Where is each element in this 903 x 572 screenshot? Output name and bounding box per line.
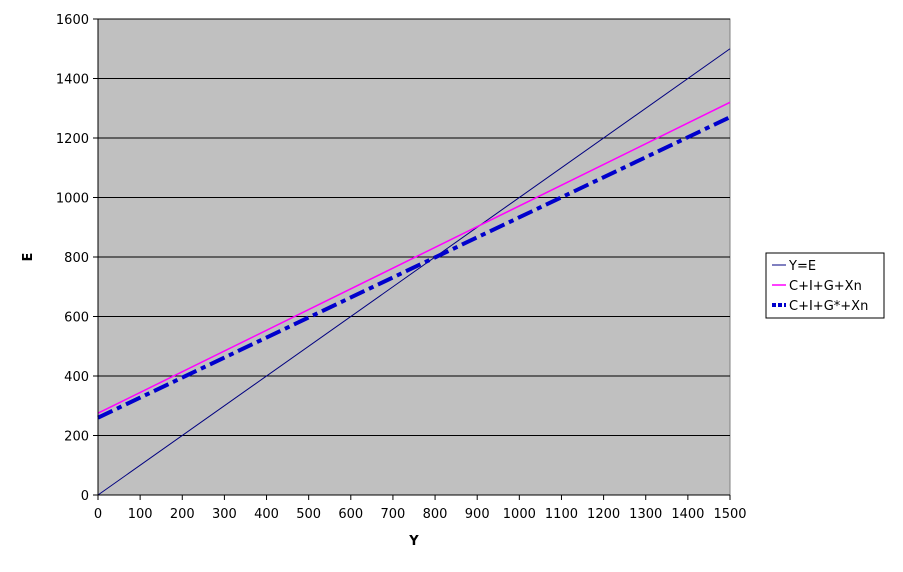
x-tick-label-800: 800 [423, 507, 448, 522]
series-line-2 [97, 101, 731, 414]
x-tick-label-100: 100 [128, 507, 153, 522]
y-axis-label: E [21, 253, 36, 262]
legend: Y=E C+I+G+Xn C+I+G*+Xn [765, 252, 885, 319]
x-axis-label: Y [408, 534, 419, 549]
x-tick-label-300: 300 [212, 507, 237, 522]
legend-label-1: Y=E [788, 259, 816, 274]
x-tick-label-500: 500 [296, 507, 321, 522]
y-tick-label-200: 200 [64, 430, 89, 445]
x-tick-label-1300: 1300 [629, 507, 662, 522]
x-tick-label-1500: 1500 [713, 507, 746, 522]
x-tick-label-1400: 1400 [671, 507, 704, 522]
x-tick-label-0: 0 [94, 507, 102, 522]
x-tick-label-900: 900 [465, 507, 490, 522]
tick-labels: 0 200 400 600 800 1000 1200 1400 1600 0 100 200 300 4… [56, 13, 747, 522]
y-tick-label-0: 0 [81, 489, 89, 504]
legend-label-2: C+I+G+Xn [789, 279, 862, 294]
y-tick-label-800: 800 [64, 251, 89, 266]
series-lines [97, 48, 731, 496]
x-tick-label-1200: 1200 [587, 507, 620, 522]
x-tick-label-200: 200 [170, 507, 195, 522]
y-tick-label-600: 600 [64, 311, 89, 326]
legend-label-3: C+I+G*+Xn [789, 299, 868, 314]
x-tick-label-1000: 1000 [503, 507, 536, 522]
series-line-3 [97, 115, 731, 420]
y-tick-label-1600: 1600 [56, 13, 89, 28]
x-tick-label-400: 400 [254, 507, 279, 522]
y-tick-label-1000: 1000 [56, 192, 89, 207]
x-tick-label-600: 600 [338, 507, 363, 522]
x-tick-label-1100: 1100 [545, 507, 578, 522]
y-tick-label-1200: 1200 [56, 132, 89, 147]
gridlines [98, 18, 730, 436]
y-tick-label-400: 400 [64, 370, 89, 385]
y-tick-label-1400: 1400 [56, 73, 89, 88]
series-line-1 [97, 48, 731, 496]
x-tick-label-700: 700 [381, 507, 406, 522]
